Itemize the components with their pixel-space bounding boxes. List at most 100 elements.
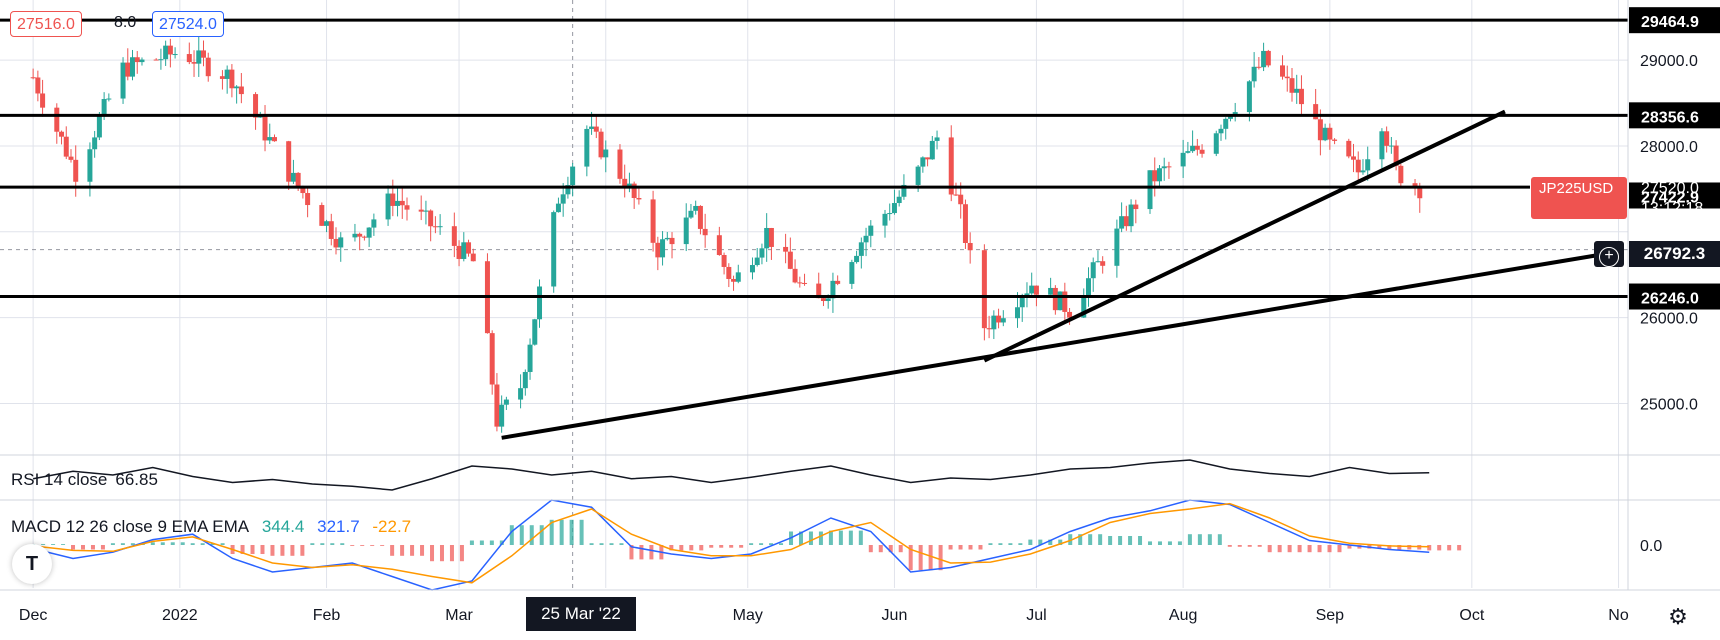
macd-histogram-bar [589, 543, 594, 545]
candle-body [721, 254, 727, 267]
candle-body [1417, 186, 1423, 199]
candle-body [101, 99, 107, 117]
candle-body [868, 225, 874, 236]
candle-body [1147, 170, 1153, 210]
candle-body [991, 315, 997, 330]
crosshair-price-label: 26792.3 [1629, 241, 1720, 267]
macd-histogram-bar [320, 543, 325, 545]
candle-body [437, 226, 443, 228]
macd-histogram-bar [240, 545, 245, 554]
candle-body [1095, 261, 1101, 263]
crosshair-date-label: 25 Mar '22 [526, 597, 636, 631]
macd-label: MACD 12 26 close 9 EMA EMA [11, 517, 250, 536]
candle-body [163, 45, 169, 60]
symbol-tag[interactable] [1531, 177, 1627, 219]
candle-body [858, 242, 864, 256]
candle-body [901, 184, 907, 197]
macd-histogram-bar [1337, 545, 1342, 553]
macd-histogram-bar [1008, 543, 1013, 545]
candle-body [428, 210, 434, 227]
macd-histogram-bar [918, 545, 923, 571]
macd-histogram-bar [719, 545, 724, 548]
level-price-tag [1629, 182, 1720, 209]
x-tick-label: Jun [882, 607, 908, 624]
macd-histogram-bar [280, 545, 285, 556]
candle-body [735, 272, 741, 282]
trendlines [501, 109, 1610, 440]
candle-body [40, 93, 46, 108]
candle-body [555, 203, 561, 213]
candle-body [1062, 291, 1068, 312]
candle-body [1294, 88, 1300, 93]
candle-body [551, 212, 557, 287]
macd-histogram-bar [380, 545, 385, 546]
macd-histogram-bar [1397, 545, 1402, 550]
macd-legend: MACD 12 26 close 9 EMA EMA 344.4 321.7 -… [11, 517, 419, 537]
candle-body [1190, 145, 1196, 152]
macd-histogram-bar [898, 545, 903, 553]
candle-body [915, 166, 921, 185]
candle-body [518, 388, 524, 400]
macd-histogram-bar [449, 545, 454, 562]
candle-body [267, 137, 273, 141]
candle-body [352, 233, 358, 238]
candle-body [527, 344, 533, 372]
candle-body [891, 203, 897, 214]
candle-body [953, 194, 959, 196]
candle-body [664, 237, 670, 240]
macd-histogram-bar [1377, 545, 1382, 549]
candle-body [357, 233, 363, 237]
candle-body [333, 238, 339, 248]
macd-histogram-bar [459, 545, 464, 562]
candle-body [54, 107, 60, 132]
candle-body [650, 199, 656, 243]
candle-body [219, 76, 225, 79]
macd-histogram-bar [210, 543, 215, 545]
candle-body [1261, 50, 1267, 68]
macd-histogram-bar [1447, 545, 1452, 551]
spread-value: 8.0 [114, 14, 137, 31]
macd-histogram-bar [51, 544, 56, 545]
candle-body [925, 157, 931, 160]
candle-body [1052, 287, 1058, 311]
bid-price[interactable]: 27516.0 [10, 11, 82, 37]
macd-histogram-bar [1387, 545, 1392, 550]
macd-histogram-bar [250, 545, 255, 554]
level-price-tag [1629, 102, 1720, 129]
candle-body [300, 186, 306, 194]
candle-body [787, 251, 793, 269]
candle-body [920, 157, 926, 167]
candle-body [820, 298, 826, 302]
macd-histogram-bar [1207, 534, 1212, 545]
macd-histogram-bar [400, 545, 405, 556]
candle-body [139, 59, 145, 63]
candle-body [962, 204, 968, 243]
macd-histogram-bar [180, 542, 185, 545]
x-axis: Dec 2022 Feb Mar May Jun Jul Aug Sep Oct No [19, 607, 1629, 624]
candle-body [328, 221, 334, 239]
candle-body [499, 404, 505, 427]
candle-body [1161, 166, 1167, 169]
macd-histogram-bar [1118, 536, 1123, 545]
macd-histogram-bar [1197, 534, 1202, 545]
y-tick-label: 26000.0 [1640, 311, 1698, 328]
tradingview-logo[interactable]: T [12, 544, 52, 584]
macd-histogram-bar [729, 545, 734, 548]
candle-body [1384, 131, 1390, 146]
ask-price[interactable]: 27524.0 [152, 11, 224, 37]
macd-histogram-bar [1157, 541, 1162, 545]
candle-body [986, 328, 992, 330]
candle-body [324, 221, 330, 226]
macd-histogram-bar [390, 545, 395, 556]
macd-histogram-bar [1457, 545, 1462, 551]
add-alert-button[interactable]: + [1594, 241, 1624, 267]
macd-histogram-bar [330, 543, 335, 545]
gear-icon[interactable]: ⚙ [1668, 604, 1688, 629]
macd-histogram-bar [1038, 539, 1043, 545]
candle-body [191, 62, 197, 64]
macd-histogram-bar [519, 525, 524, 545]
candle-body [631, 183, 637, 198]
candle-body [1398, 165, 1404, 184]
candle-body [224, 69, 230, 79]
